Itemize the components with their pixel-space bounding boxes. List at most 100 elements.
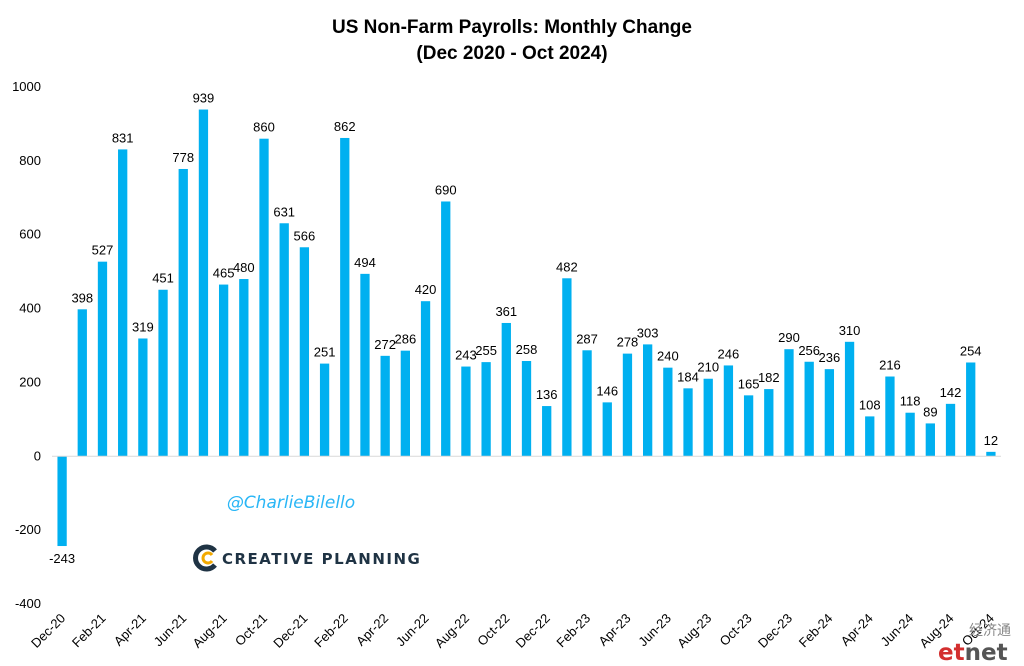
data-label: 184 (677, 369, 699, 384)
data-label: 690 (435, 182, 457, 197)
y-tick-label: 400 (19, 301, 41, 316)
bar (481, 362, 491, 457)
data-label: 286 (394, 332, 416, 347)
data-label: 290 (778, 330, 800, 345)
bar (521, 361, 532, 457)
y-tick-label: 1000 (12, 79, 41, 94)
bar (138, 338, 148, 457)
data-label: 258 (516, 342, 538, 357)
bar (461, 366, 471, 457)
bar (844, 341, 855, 457)
data-label: 465 (213, 266, 235, 281)
data-label: 216 (879, 358, 901, 373)
y-tick-label: 800 (19, 153, 41, 168)
data-label: 256 (798, 343, 820, 358)
data-label: 631 (273, 204, 295, 219)
y-tick-label: 200 (19, 374, 41, 389)
bar (703, 378, 713, 457)
bar (602, 402, 612, 457)
data-label: 182 (758, 370, 780, 385)
brand-logo: CREATIVE PLANNING (193, 544, 421, 572)
data-label: 420 (415, 282, 437, 297)
data-label: 255 (475, 343, 497, 358)
y-tick-label: 600 (19, 227, 41, 242)
bar (198, 109, 209, 457)
bar (582, 350, 592, 457)
data-label: 118 (900, 394, 921, 409)
bar (218, 284, 229, 457)
y-axis: -400 -200 0 200 400 600 800 1000 (12, 79, 41, 611)
bar (118, 149, 128, 457)
bar (865, 416, 875, 457)
y-tick-label: 0 (34, 448, 41, 463)
data-label: 480 (233, 260, 255, 275)
data-label: 527 (92, 243, 114, 258)
data-label: 240 (657, 349, 679, 364)
x-tick-label: Feb-22 (311, 611, 351, 651)
data-label: 246 (718, 346, 740, 361)
data-label: 860 (253, 120, 275, 135)
data-label: 254 (960, 343, 982, 358)
bar (885, 376, 895, 457)
bar (158, 289, 168, 457)
bar (723, 365, 734, 457)
x-tick-label: Oct-23 (717, 611, 755, 649)
author-handle: @CharlieBilello (227, 493, 355, 513)
bar (77, 309, 87, 457)
bar (319, 363, 330, 457)
x-tick-label: Apr-21 (111, 611, 149, 649)
data-label: 831 (112, 130, 134, 145)
data-label: 251 (314, 345, 336, 360)
bar (97, 261, 108, 457)
data-label: 398 (71, 290, 93, 305)
creative-planning-c-icon (193, 544, 217, 572)
watermark-logo: etnet (938, 640, 1008, 666)
data-label: 494 (354, 255, 376, 270)
data-label: 210 (697, 360, 719, 375)
y-tick-label: -400 (15, 596, 41, 611)
data-label: 451 (152, 271, 174, 286)
data-label: 272 (374, 337, 396, 352)
x-tick-label: Feb-23 (553, 611, 593, 651)
x-tick-label: Oct-21 (232, 611, 270, 649)
bar (501, 322, 511, 457)
bar (380, 355, 390, 457)
x-tick-label: Apr-22 (353, 611, 391, 649)
bar (764, 389, 774, 457)
x-tick-label: Feb-21 (69, 611, 109, 651)
x-tick-label: Jun-21 (151, 611, 190, 650)
bar (683, 388, 693, 457)
bar (239, 279, 249, 457)
watermark-et: et (938, 640, 965, 666)
bar (743, 395, 754, 457)
x-tick-label: Jun-23 (635, 611, 674, 650)
bar (622, 353, 633, 457)
data-label: -243 (49, 551, 75, 566)
bar (966, 362, 976, 457)
data-label: 862 (334, 119, 356, 134)
bar (259, 138, 269, 457)
bar (905, 412, 915, 457)
x-tick-label: Dec-20 (28, 611, 68, 651)
x-axis: Dec-20 Feb-21 Apr-21 Jun-21 Aug-21 Oct-21 Dec-… (28, 455, 1001, 651)
x-tick-label: Dec-22 (513, 611, 553, 651)
watermark-chinese: 经济通 (969, 623, 1011, 639)
data-label: 303 (637, 325, 659, 340)
data-label: 108 (859, 397, 881, 412)
bar (178, 168, 188, 457)
brand-name: CREATIVE PLANNING (222, 550, 421, 568)
bar (441, 201, 451, 457)
data-label: 142 (940, 385, 962, 400)
chart-title: US Non-Farm Payrolls: Monthly Change (332, 17, 692, 38)
x-tick-label: Apr-24 (838, 611, 876, 649)
data-label: 243 (455, 348, 477, 363)
bar (643, 344, 653, 457)
data-label: 319 (132, 319, 154, 334)
data-label: 939 (193, 91, 215, 106)
x-tick-label: Aug-23 (674, 611, 714, 651)
x-tick-label: Aug-21 (190, 611, 230, 651)
data-label: 89 (923, 404, 937, 419)
data-label: 236 (819, 350, 841, 365)
